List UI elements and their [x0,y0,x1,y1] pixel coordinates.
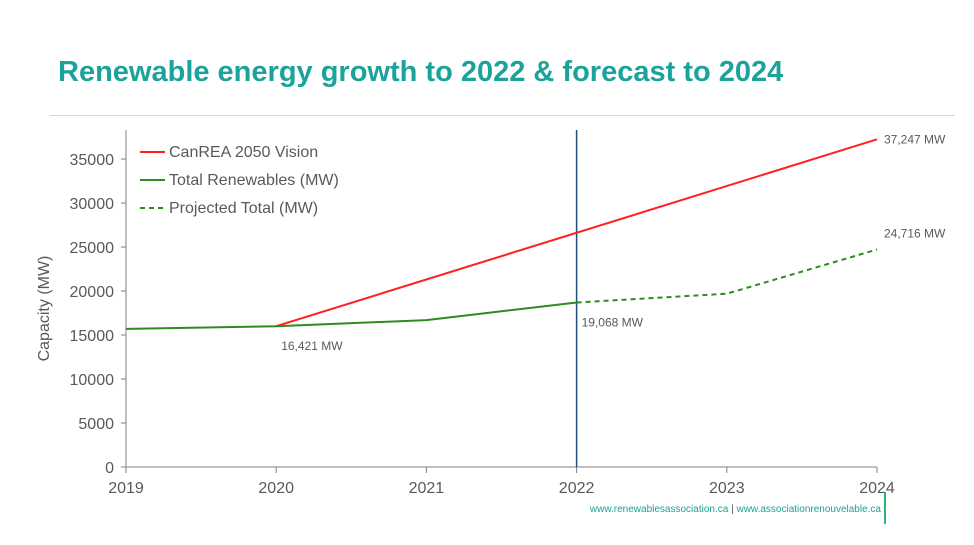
title-divider [50,115,955,116]
legend-label: Total Renewables (MW) [169,172,339,189]
y-tick-label: 35000 [70,152,115,169]
slide-title: Renewable energy growth to 2022 & foreca… [58,56,784,88]
chart-axes: 0 5000 10000 15000 20000 25000 30000 35000 2019 2… [36,130,895,497]
data-label: 37,247 MW [884,132,946,146]
x-tick-label: 2019 [108,480,144,497]
y-tick-label: 30000 [70,196,115,213]
y-tick-label: 10000 [70,372,115,389]
y-tick-label: 20000 [70,284,115,301]
y-tick-label: 15000 [70,328,115,345]
y-tick-label: 0 [105,460,114,477]
footer-link-en[interactable]: www.renewablesassociation.ca [589,504,729,515]
y-tick-label: 25000 [70,240,115,257]
footer-links: www.renewablesassociation.ca | www.assoc… [590,504,881,515]
chart-series [125,138,878,330]
footer-link-fr[interactable]: www.associationrenouvelable.ca [736,504,881,515]
x-tick-label: 2021 [409,480,445,497]
legend-label: Projected Total (MW) [169,200,318,217]
x-tick-label: 2020 [258,480,294,497]
data-label: 24,716 MW [884,227,946,241]
data-label: 16,421 MW [281,339,343,353]
series-line-projected-total-mw [576,248,878,304]
series-line-total-renewables-mw [125,301,577,330]
y-tick-label: 5000 [78,416,114,433]
data-label: 19,068 MW [582,315,644,329]
chart-legend: CanREA 2050 Vision Total Renewables (MW) P… [140,144,339,217]
series-line-canrea-2050-vision [275,138,878,328]
x-tick-label: 2023 [709,480,745,497]
legend-label: CanREA 2050 Vision [169,144,318,161]
footer-separator: | [731,504,734,515]
x-tick-label: 2024 [859,480,895,497]
x-tick-label: 2022 [559,480,595,497]
footer-accent-bar [884,492,886,524]
y-axis-label: Capacity (MW) [36,256,53,362]
chart-annotations: 16,421 MW 19,068 MW 37,247 MW 24,716 MW [281,132,946,353]
